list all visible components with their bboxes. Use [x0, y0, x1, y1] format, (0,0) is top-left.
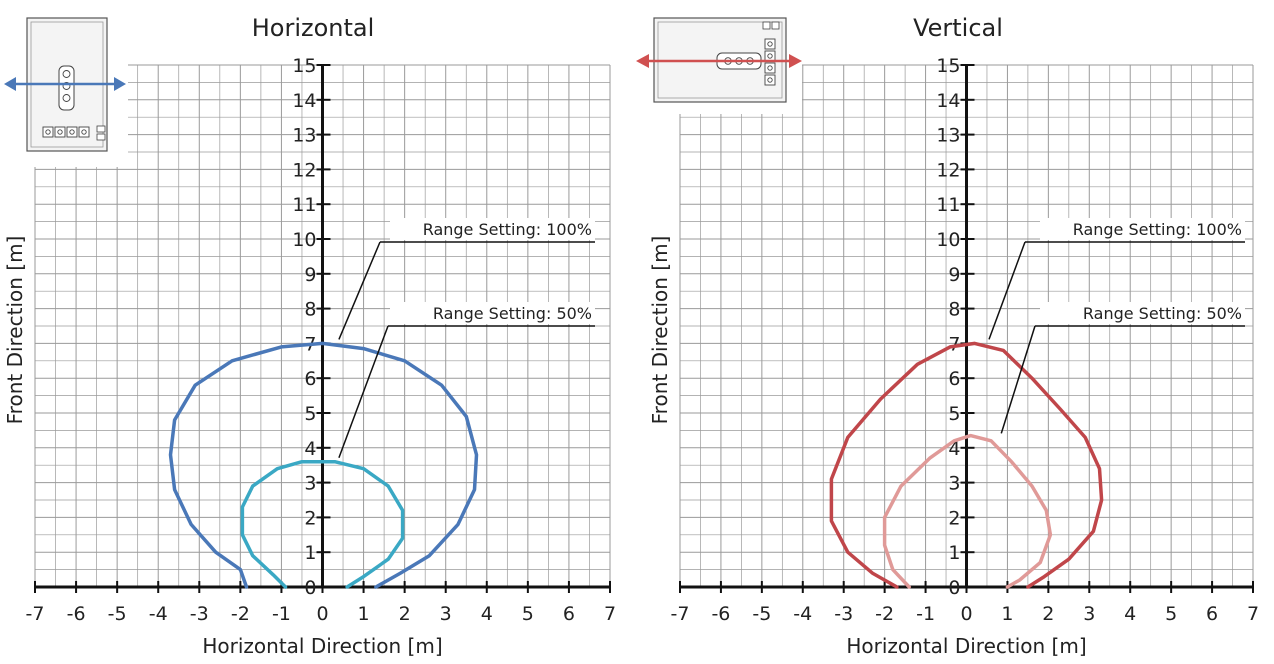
- y-tick-label: 14: [292, 90, 316, 112]
- x-tick-label: 1: [358, 603, 370, 625]
- x-tick-label: 3: [440, 603, 452, 625]
- chart-panel-1: -7 -6 -5 -4 -3 -2 -1 0 1 2 3 4 5 6 7012345678910111213…: [632, 3, 1259, 658]
- x-tick-label: -3: [834, 603, 853, 625]
- y-tick-label: 5: [948, 403, 960, 425]
- y-tick-label: 6: [304, 368, 316, 390]
- sensor-vertical-orientation-icon: [632, 3, 802, 114]
- y-tick-label: 11: [936, 194, 960, 216]
- y-tick-label: 3: [948, 473, 960, 495]
- x-tick-label: 7: [1247, 603, 1259, 625]
- x-tick-label: 6: [1206, 603, 1218, 625]
- x-tick-label: -6: [67, 603, 86, 625]
- x-tick-label: 0: [316, 603, 328, 625]
- y-tick-label: 1: [304, 542, 316, 564]
- y-axis-label: Front Direction [m]: [648, 236, 672, 425]
- range-curve-0: [829, 341, 1104, 589]
- y-tick-label: 14: [936, 90, 960, 112]
- y-tick-label: 11: [292, 194, 316, 216]
- annotation-leader: [988, 241, 1026, 340]
- x-axis-label: Horizontal Direction [m]: [846, 634, 1086, 658]
- y-tick-label: 8: [304, 299, 316, 321]
- sensor-horizontal-orientation-icon: [0, 3, 128, 167]
- x-tick-label: 5: [522, 603, 534, 625]
- y-tick-label: 2: [948, 507, 960, 529]
- y-tick-label: 0: [948, 577, 960, 599]
- x-tick-label: -4: [149, 603, 168, 625]
- y-tick-label: 9: [304, 264, 316, 286]
- chart-title: Horizontal: [252, 14, 375, 42]
- annotation-background: [1040, 218, 1245, 240]
- y-tick-label: 15: [936, 55, 960, 77]
- annotation-label: Range Setting: 50%: [1083, 304, 1242, 323]
- y-tick-label: 10: [292, 229, 316, 251]
- chart-panel-0: -7 -6 -5 -4 -3 -2 -1 0 1 2 3 4 5 6 7012345678910111213…: [0, 3, 616, 658]
- annotation-background: [390, 218, 595, 240]
- x-tick-label: -5: [108, 603, 127, 625]
- y-axis-label: Front Direction [m]: [3, 236, 27, 425]
- annotation-label: Range Setting: 100%: [423, 220, 592, 239]
- y-tick-label: 2: [304, 507, 316, 529]
- x-tick-label: 1: [1001, 603, 1013, 625]
- y-tick-label: 13: [292, 125, 316, 147]
- x-tick-label: -7: [26, 603, 45, 625]
- x-tick-label: 3: [1083, 603, 1095, 625]
- y-tick-label: 8: [948, 299, 960, 321]
- x-tick-label: 5: [1165, 603, 1177, 625]
- annotation-leader: [1000, 325, 1036, 434]
- annotation-leader: [338, 241, 381, 340]
- range-curve-1: [240, 459, 405, 589]
- y-tick-label: 15: [292, 55, 316, 77]
- x-tick-label: -6: [711, 603, 730, 625]
- y-tick-label: 12: [936, 159, 960, 181]
- x-tick-label: -2: [231, 603, 250, 625]
- y-tick-label: 7: [948, 333, 960, 355]
- x-tick-label: 2: [1042, 603, 1054, 625]
- x-tick-label: 0: [960, 603, 972, 625]
- x-tick-label: -1: [916, 603, 935, 625]
- y-tick-label: 6: [948, 368, 960, 390]
- annotation-label: Range Setting: 100%: [1073, 220, 1242, 239]
- annotation-label: Range Setting: 50%: [433, 304, 592, 323]
- y-tick-label: 10: [936, 229, 960, 251]
- x-tick-label: -3: [190, 603, 209, 625]
- annotation-background: [390, 302, 595, 324]
- x-tick-label: 2: [399, 603, 411, 625]
- x-tick-label: -5: [752, 603, 771, 625]
- y-tick-label: 5: [304, 403, 316, 425]
- x-tick-label: -7: [671, 603, 690, 625]
- x-tick-label: -1: [272, 603, 291, 625]
- x-tick-label: 4: [481, 603, 493, 625]
- y-tick-label: 9: [948, 264, 960, 286]
- x-tick-label: -4: [793, 603, 812, 625]
- x-tick-label: -2: [875, 603, 894, 625]
- annotation-leader: [338, 325, 389, 458]
- x-axis-label: Horizontal Direction [m]: [202, 634, 442, 658]
- y-tick-label: 13: [936, 125, 960, 147]
- y-tick-label: 12: [292, 159, 316, 181]
- y-tick-label: 3: [304, 473, 316, 495]
- range-curve-1: [882, 433, 1053, 589]
- y-tick-label: 4: [304, 438, 316, 460]
- annotation-background: [1040, 302, 1245, 324]
- x-tick-label: 4: [1124, 603, 1136, 625]
- chart-title: Vertical: [913, 14, 1003, 42]
- y-tick-label: 1: [948, 542, 960, 564]
- x-tick-label: 6: [563, 603, 575, 625]
- range-curve-0: [168, 341, 479, 589]
- y-tick-label: 0: [304, 577, 316, 599]
- x-tick-label: 7: [604, 603, 616, 625]
